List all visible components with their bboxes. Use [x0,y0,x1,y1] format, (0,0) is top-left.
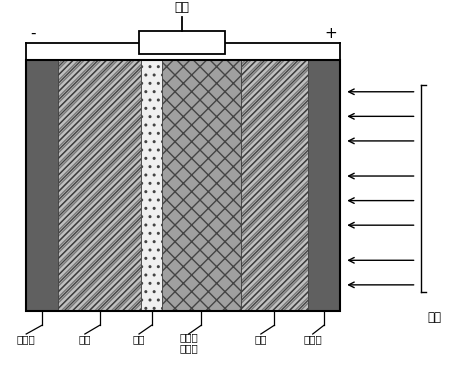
Text: 燘融盐
电解质: 燘融盐 电解质 [179,332,198,353]
Text: 集流体: 集流体 [17,334,35,344]
Text: 集流体: 集流体 [303,334,322,344]
Text: 氧气: 氧气 [428,311,442,324]
Bar [308,60,340,311]
Text: 正极: 正极 [255,334,267,344]
Bar [241,60,308,311]
Bar [162,60,241,311]
Text: 隔膜: 隔膜 [133,334,145,344]
Text: +: + [325,26,338,41]
Bar [58,60,141,311]
Bar [141,60,162,311]
Bar [241,60,308,311]
Text: 负极: 负极 [79,334,91,344]
Bar [58,60,141,311]
Text: -: - [30,26,35,41]
Bar [26,60,58,311]
Bar [26,60,340,311]
Text: 负载: 负载 [174,1,189,14]
Bar [139,31,225,54]
